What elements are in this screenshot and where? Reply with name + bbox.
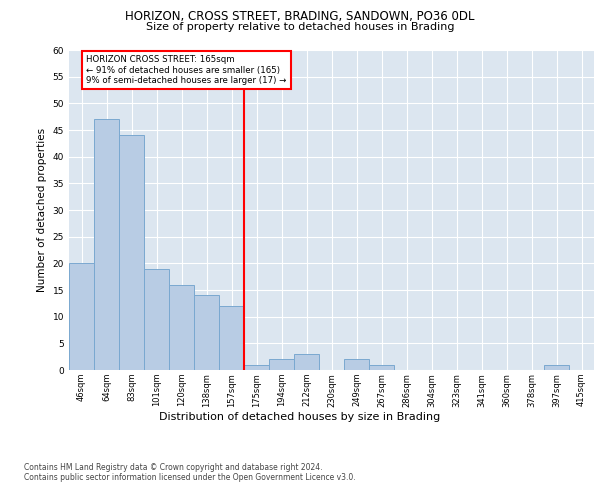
- Bar: [244, 364, 269, 370]
- Bar: [144, 268, 169, 370]
- Text: Contains HM Land Registry data © Crown copyright and database right 2024.: Contains HM Land Registry data © Crown c…: [24, 462, 323, 471]
- Bar: [344, 360, 369, 370]
- Bar: [119, 136, 144, 370]
- Bar: [369, 364, 394, 370]
- Text: HORIZON CROSS STREET: 165sqm
← 91% of detached houses are smaller (165)
9% of se: HORIZON CROSS STREET: 165sqm ← 91% of de…: [86, 56, 286, 85]
- Bar: [544, 364, 569, 370]
- Bar: [219, 306, 244, 370]
- Bar: [269, 360, 294, 370]
- Bar: [294, 354, 319, 370]
- Bar: [69, 264, 94, 370]
- Bar: [194, 296, 219, 370]
- Text: Distribution of detached houses by size in Brading: Distribution of detached houses by size …: [160, 412, 440, 422]
- Text: Size of property relative to detached houses in Brading: Size of property relative to detached ho…: [146, 22, 454, 32]
- Y-axis label: Number of detached properties: Number of detached properties: [37, 128, 47, 292]
- Bar: [169, 284, 194, 370]
- Text: HORIZON, CROSS STREET, BRADING, SANDOWN, PO36 0DL: HORIZON, CROSS STREET, BRADING, SANDOWN,…: [125, 10, 475, 23]
- Text: Contains public sector information licensed under the Open Government Licence v3: Contains public sector information licen…: [24, 474, 356, 482]
- Bar: [94, 120, 119, 370]
